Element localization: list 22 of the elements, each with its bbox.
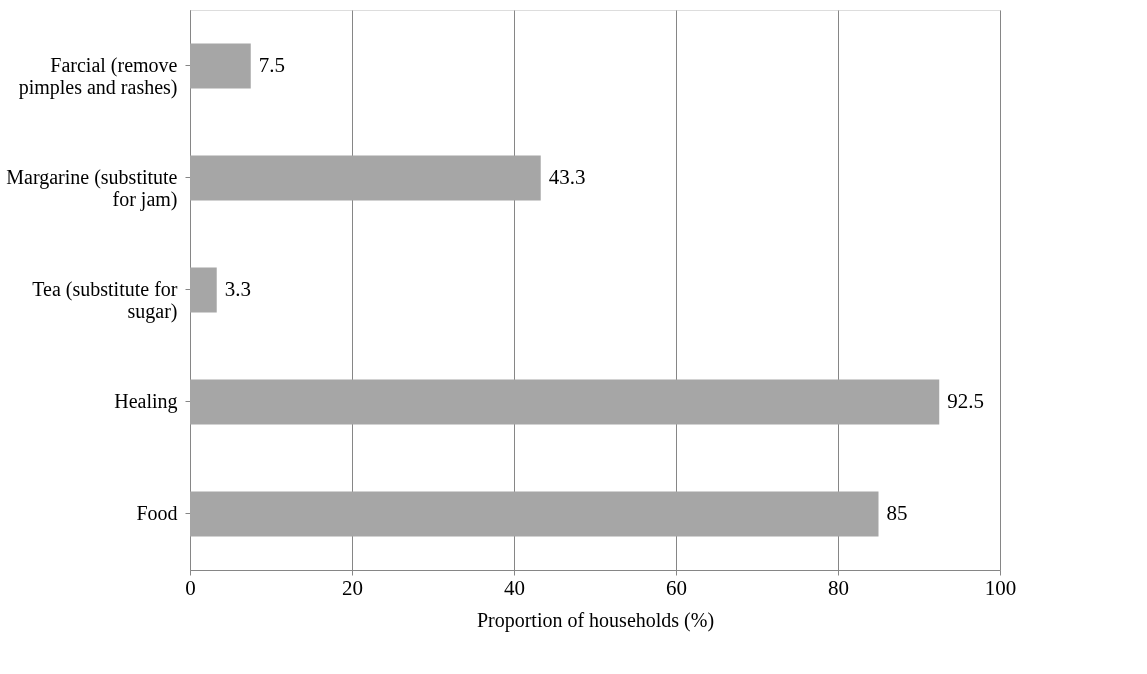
data-label: 92.5 <box>947 389 984 413</box>
x-tick-label: 20 <box>342 575 363 600</box>
x-tick-label: 100 <box>984 575 1017 600</box>
data-label: 85 <box>886 501 908 525</box>
y-tick-label: Margarine (substitute for jam) <box>6 166 178 211</box>
data-label: 3.3 <box>224 277 251 301</box>
data-label: 43.3 <box>548 165 586 189</box>
bar <box>190 379 940 425</box>
x-tick-label: 60 <box>666 575 687 600</box>
bar <box>190 491 879 537</box>
bar <box>190 267 217 313</box>
x-axis-title: Proportion of households (%) <box>476 608 715 632</box>
y-tick-label: Tea (substitute for sugar) <box>32 278 178 323</box>
bar <box>190 43 251 89</box>
data-label: 7.5 <box>258 53 285 77</box>
x-tick-label: 0 <box>185 575 196 600</box>
x-tick-label: 40 <box>504 575 525 600</box>
x-tick-label: 80 <box>828 575 849 600</box>
y-tick-label: Food <box>136 502 178 524</box>
y-tick-label: Farcial (remove pimples and rashes) <box>18 54 178 99</box>
y-tick-label: Healing <box>114 390 178 413</box>
bar <box>190 155 541 201</box>
